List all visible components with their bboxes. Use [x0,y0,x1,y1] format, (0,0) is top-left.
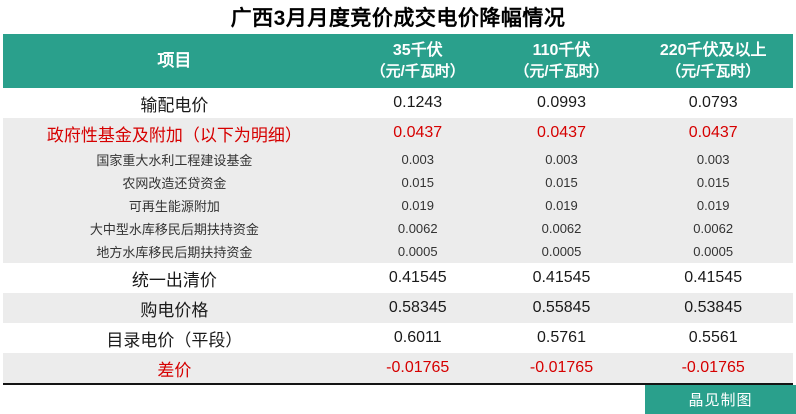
table-row: 差价 -0.01765 -0.01765 -0.01765 [3,353,793,383]
row-value: 0.015 [401,175,435,190]
header-col-unit: （元/千瓦时） [514,62,609,80]
row-label: 政府性基金及附加（以下为明细） [46,125,302,145]
row-value: 0.0005 [541,244,582,259]
table-row: 政府性基金及附加（以下为明细） 0.0437 0.0437 0.0437 [3,118,793,148]
row-value: 0.015 [696,175,730,190]
row-value: 0.0437 [537,124,586,141]
row-label: 可再生能源附加 [128,199,220,214]
row-label: 国家重大水利工程建设基金 [96,153,253,168]
row-value: 0.0062 [541,221,582,236]
row-value: 0.0793 [688,94,738,111]
footer: 晶见制图 [0,385,796,414]
header-col-unit: （元/千瓦时） [666,62,761,80]
row-value: 0.003 [696,152,730,167]
table-row: 国家重大水利工程建设基金 0.003 0.003 0.003 [3,148,793,171]
row-value: -0.01765 [529,359,594,376]
table-body: 输配电价 0.1243 0.0993 0.0793 政府性基金及附加（以下为明细） 0.0… [3,88,793,383]
row-value: -0.01765 [681,359,745,376]
row-value: 0.0062 [693,221,734,236]
row-value: 0.003 [545,152,578,167]
header-cell-35kv: 35千伏 （元/千瓦时） [346,34,490,88]
table-row: 统一出清价 0.41545 0.41545 0.41545 [3,263,793,293]
credit-badge: 晶见制图 [645,385,796,414]
row-value: 0.019 [401,198,435,213]
row-value: -0.01765 [386,359,450,376]
row-label: 购电价格 [140,300,209,320]
row-label: 统一出清价 [131,270,217,290]
row-value: 0.58345 [388,299,447,316]
header-col-name: 35千伏 [392,42,443,60]
row-value: 0.003 [401,152,435,167]
row-value: 0.0062 [397,221,438,236]
table-row: 输配电价 0.1243 0.0993 0.0793 [3,88,793,118]
table-header-row: 项目 35千伏 （元/千瓦时） 110千伏 （元/千瓦时） 220千伏及以上 （… [3,34,793,88]
header-cell-item: 项目 [157,50,192,70]
row-value: 0.015 [545,175,578,190]
table-row: 可再生能源附加 0.019 0.019 0.019 [3,194,793,217]
row-value: 0.0005 [693,244,734,259]
header-cell-220kv: 220千伏及以上 （元/千瓦时） [633,34,793,88]
row-value: 0.1243 [393,94,443,111]
row-value: 0.55845 [532,299,591,316]
page-title: 广西3月月度竞价成交电价降幅情况 [230,7,566,30]
header-col-unit: （元/千瓦时） [370,62,465,80]
table-row: 购电价格 0.58345 0.55845 0.53845 [3,293,793,323]
row-label: 目录电价（平段） [106,330,243,350]
row-value: 0.41545 [388,269,447,286]
row-value: 0.019 [545,198,578,213]
table-row: 目录电价（平段） 0.6011 0.5761 0.5561 [3,323,793,353]
header-col-name: 110千伏 [532,42,591,60]
header-cell-110kv: 110千伏 （元/千瓦时） [490,34,634,88]
row-value: 0.0437 [393,124,443,141]
row-value: 0.0437 [688,124,738,141]
row-value: 0.0993 [537,94,586,111]
row-value: 0.41545 [532,269,591,286]
row-value: 0.019 [696,198,730,213]
row-label: 输配电价 [140,95,209,115]
row-value: 0.5561 [688,329,738,346]
row-value: 0.6011 [393,329,442,346]
row-label: 差价 [157,360,192,380]
row-value: 0.0005 [397,244,438,259]
row-label: 地方水库移民后期扶持资金 [96,245,253,260]
row-value: 0.53845 [684,299,743,316]
row-label: 农网改造还贷资金 [122,176,227,191]
table-row: 农网改造还贷资金 0.015 0.015 0.015 [3,171,793,194]
row-value: 0.5761 [537,329,586,346]
table-bottom-rule [3,383,793,385]
row-label: 大中型水库移民后期扶持资金 [89,222,259,237]
header-col-name: 220千伏及以上 [659,42,767,60]
price-table: 项目 35千伏 （元/千瓦时） 110千伏 （元/千瓦时） 220千伏及以上 （… [3,34,793,383]
row-value: 0.41545 [684,269,743,286]
table-row: 大中型水库移民后期扶持资金 0.0062 0.0062 0.0062 [3,217,793,240]
table-row: 地方水库移民后期扶持资金 0.0005 0.0005 0.0005 [3,240,793,263]
